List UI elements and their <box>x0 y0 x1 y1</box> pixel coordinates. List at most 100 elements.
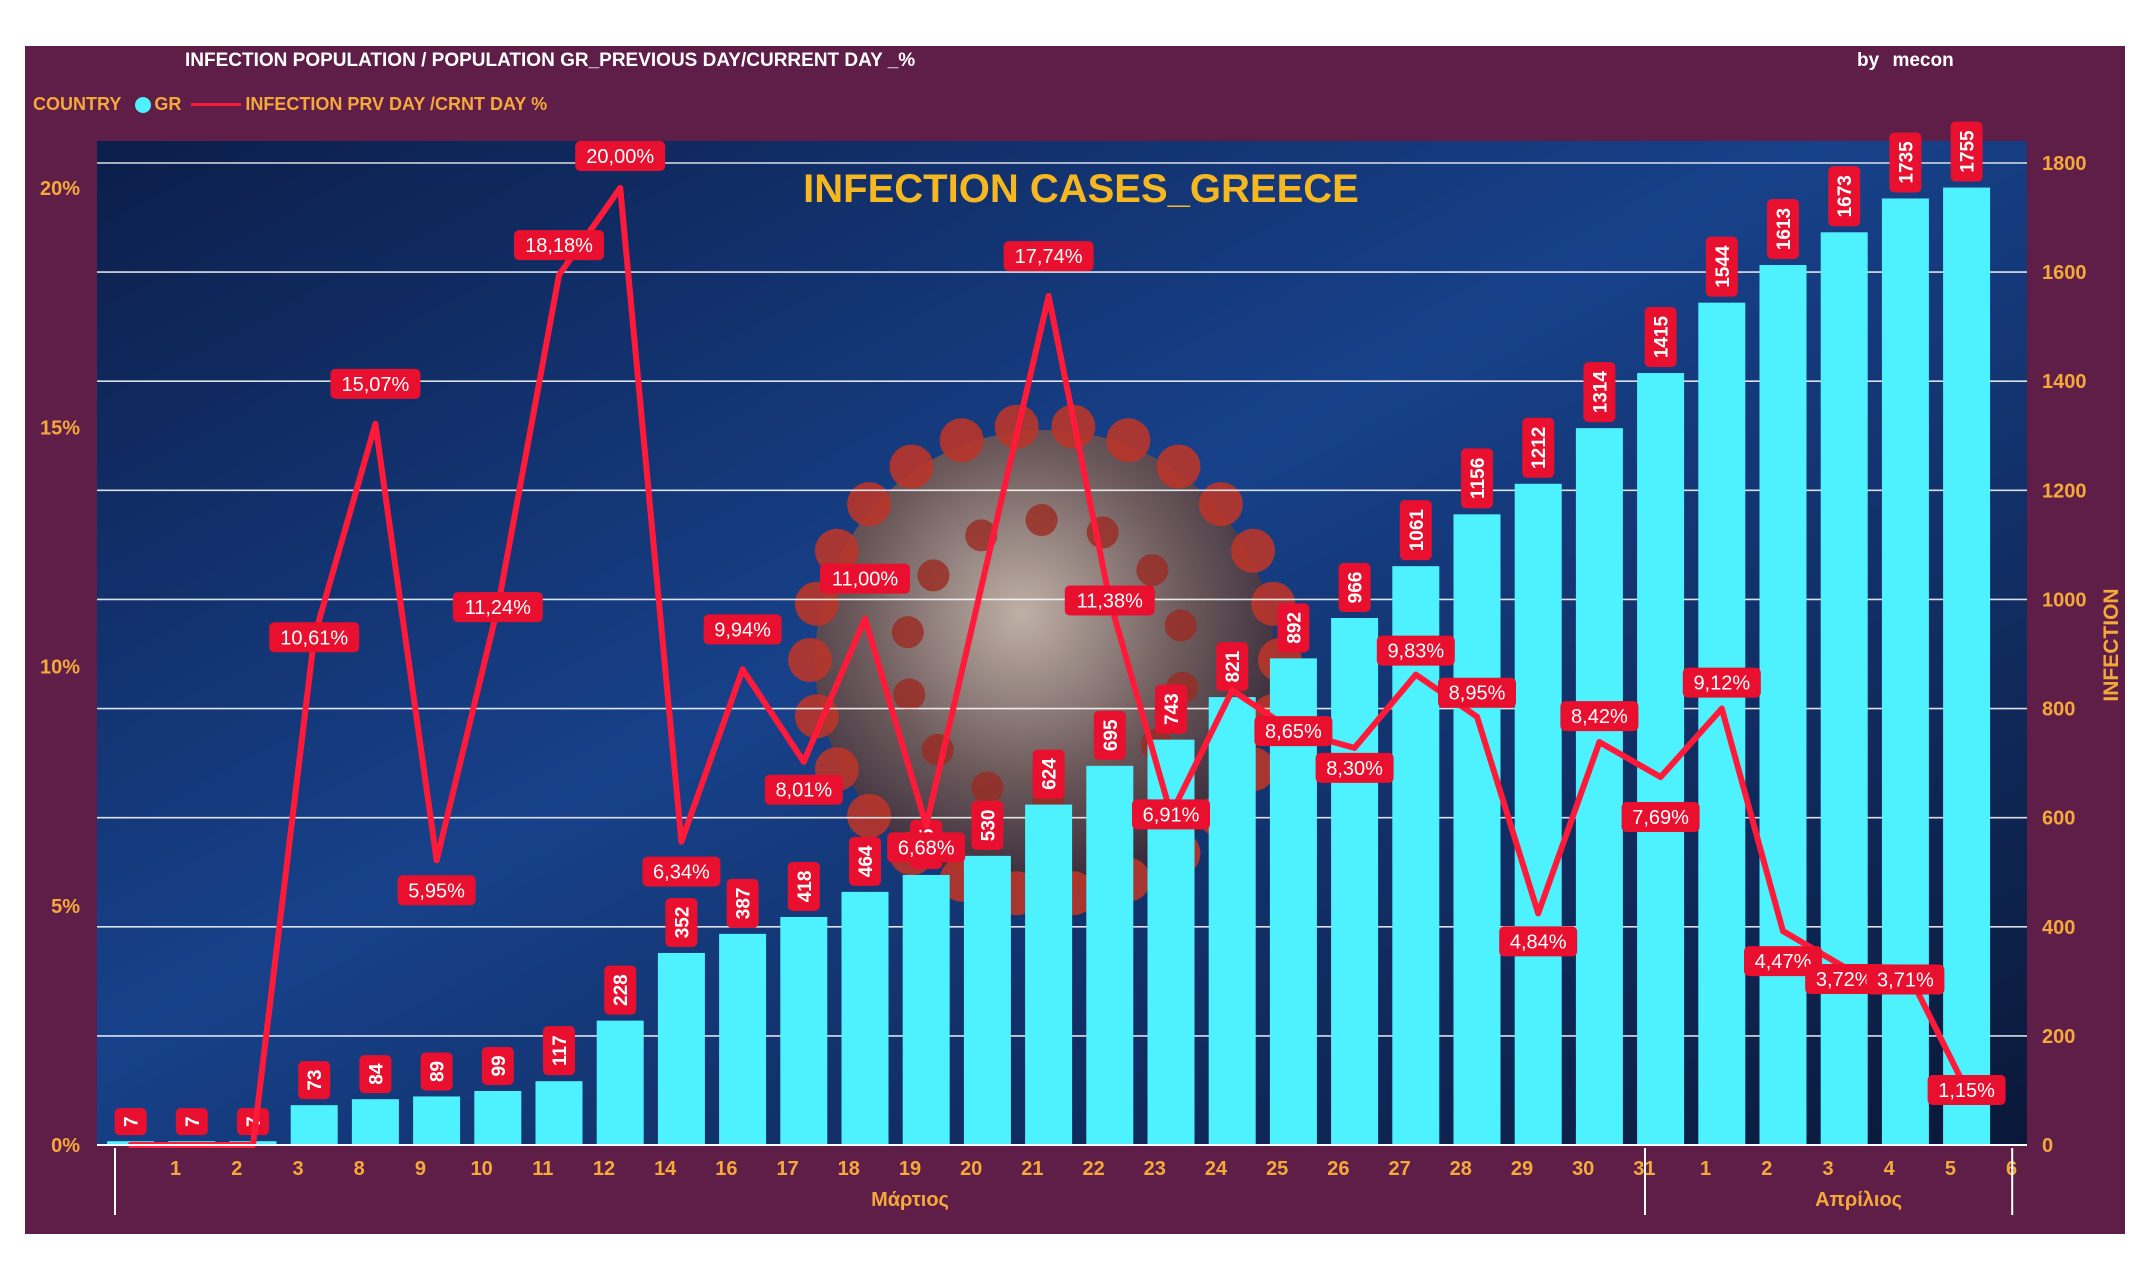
line-value-text: 5,95% <box>408 880 465 902</box>
bar-label-box <box>114 1108 147 1136</box>
line-value-text: 8,95% <box>1449 683 1506 705</box>
bar-value-text: 352 <box>672 907 693 939</box>
x-tick-label: 2 <box>231 1158 242 1180</box>
line-label-box <box>452 592 543 623</box>
y-right-tick-label: 600 <box>2042 808 2075 830</box>
bar-value-label: 352 <box>665 897 698 947</box>
bar <box>351 1099 399 1145</box>
bar-value-text: 1415 <box>1652 315 1673 358</box>
line-value-text: 7,69% <box>1632 807 1689 829</box>
bar <box>1759 265 1807 1145</box>
bar-value-label: 7 <box>175 1108 208 1136</box>
bar-value-text: 73 <box>305 1070 326 1091</box>
bar-value-label: 1544 <box>1705 236 1738 297</box>
y-right-tick-label: 400 <box>2042 917 2075 939</box>
bar-label-box <box>665 897 698 947</box>
bar-label-box <box>1889 132 1922 193</box>
bar-value-text: 89 <box>428 1061 449 1082</box>
line-value-text: 4,47% <box>1755 951 1812 973</box>
legend-bar-marker-icon <box>135 96 152 113</box>
line-label-box <box>1744 946 1822 977</box>
legend-line-series-label: INFECTION PRV DAY /CRNT DAY % <box>245 94 548 114</box>
bar-value-label: 1415 <box>1644 307 1677 368</box>
x-tick-label: 24 <box>1205 1158 1228 1180</box>
y-right-tick-label: 1800 <box>2042 153 2087 175</box>
bar-label-box <box>481 1046 514 1085</box>
bar <box>1943 187 1991 1146</box>
bar-value-label: 387 <box>726 878 759 928</box>
y-right-tick-label: 1400 <box>2042 371 2087 393</box>
bar-value-label: 418 <box>787 861 820 911</box>
bar-value-label: 1673 <box>1828 166 1861 227</box>
bar-label-box <box>726 878 759 928</box>
line-path <box>130 185 1970 1148</box>
bar-label-box <box>420 1052 453 1091</box>
bar-value-text: 1156 <box>1468 458 1489 499</box>
bar-label-box <box>604 965 637 1015</box>
bar-value-label: 228 <box>604 965 637 1015</box>
line-point <box>1045 293 1052 300</box>
bar-label-box <box>1338 562 1371 612</box>
x-tick-label: 23 <box>1144 1158 1166 1180</box>
line-label-box <box>1499 926 1578 957</box>
virus-spike <box>847 793 892 838</box>
bar <box>1514 483 1562 1146</box>
bar-value-text: 1755 <box>1958 130 1979 173</box>
bar-value-label: 966 <box>1338 562 1371 612</box>
bar-label-box <box>1705 236 1738 297</box>
bar <box>1331 617 1379 1145</box>
line-label-box <box>1064 585 1155 616</box>
line-label-box <box>1805 963 1884 994</box>
bar-label-box <box>1767 199 1799 260</box>
line-value-text: 4,84% <box>1510 931 1567 953</box>
bar <box>963 855 1011 1145</box>
bar <box>1025 804 1073 1145</box>
line-label-box <box>1315 752 1394 783</box>
line-label-box <box>642 856 721 887</box>
bar-value-label: 530 <box>971 800 1004 850</box>
chart-header-title: INFECTION POPULATION / POPULATION GR_PRE… <box>185 50 916 71</box>
bar-value-label: 1735 <box>1889 132 1922 193</box>
line-label-box <box>703 614 782 645</box>
line-point <box>1351 744 1358 751</box>
line-label-box <box>1560 701 1639 732</box>
bar-value-text: 530 <box>978 810 999 842</box>
bar-label-box <box>1828 166 1861 227</box>
x-tick-label: 29 <box>1511 1158 1533 1180</box>
line-value-text: 11,00% <box>832 569 899 591</box>
line-value-text: 9,94% <box>714 619 771 641</box>
bar <box>657 952 705 1145</box>
bar-label-box <box>1216 642 1249 692</box>
x-tick-label: 9 <box>415 1158 426 1180</box>
line-point <box>556 272 562 279</box>
bar-value-label: 1755 <box>1950 121 1983 182</box>
bar <box>596 1020 644 1145</box>
chart-title: INFECTION CASES_GREECE <box>803 167 1359 211</box>
virus-spike <box>1231 528 1276 573</box>
bar-value-label: 89 <box>420 1052 453 1091</box>
bar-label-box <box>1399 500 1432 561</box>
x-tick-label: 28 <box>1450 1158 1472 1180</box>
x-tick-label: 5 <box>1945 1158 1956 1180</box>
x-tick-label: 8 <box>354 1158 365 1180</box>
x-tick-label: 10 <box>470 1158 492 1180</box>
virus-spike <box>891 616 924 649</box>
bar-value-text: 117 <box>550 1035 571 1066</box>
legend-line-marker-icon <box>191 103 242 106</box>
x-tick-label: 1 <box>1700 1158 1711 1180</box>
bar-value-text: 1544 <box>1713 245 1734 288</box>
y-right-tick-label: 1000 <box>2042 589 2087 611</box>
bar-value-label: 695 <box>1093 710 1126 760</box>
bar-value-text: 1212 <box>1529 427 1550 469</box>
line-point <box>1474 713 1480 720</box>
x-tick-label: 3 <box>1822 1158 1833 1180</box>
bar-value-text: 966 <box>1346 572 1367 604</box>
legend-bar-series-label: GR <box>154 94 182 114</box>
line-label-box <box>1682 667 1761 698</box>
bar-value-text: 743 <box>1162 693 1183 725</box>
bar-value-label: 1156 <box>1461 448 1493 509</box>
line-value-text: 8,42% <box>1571 706 1628 728</box>
bar-value-text: 1314 <box>1590 371 1611 414</box>
bar <box>780 916 828 1145</box>
virus-spike <box>939 418 984 463</box>
